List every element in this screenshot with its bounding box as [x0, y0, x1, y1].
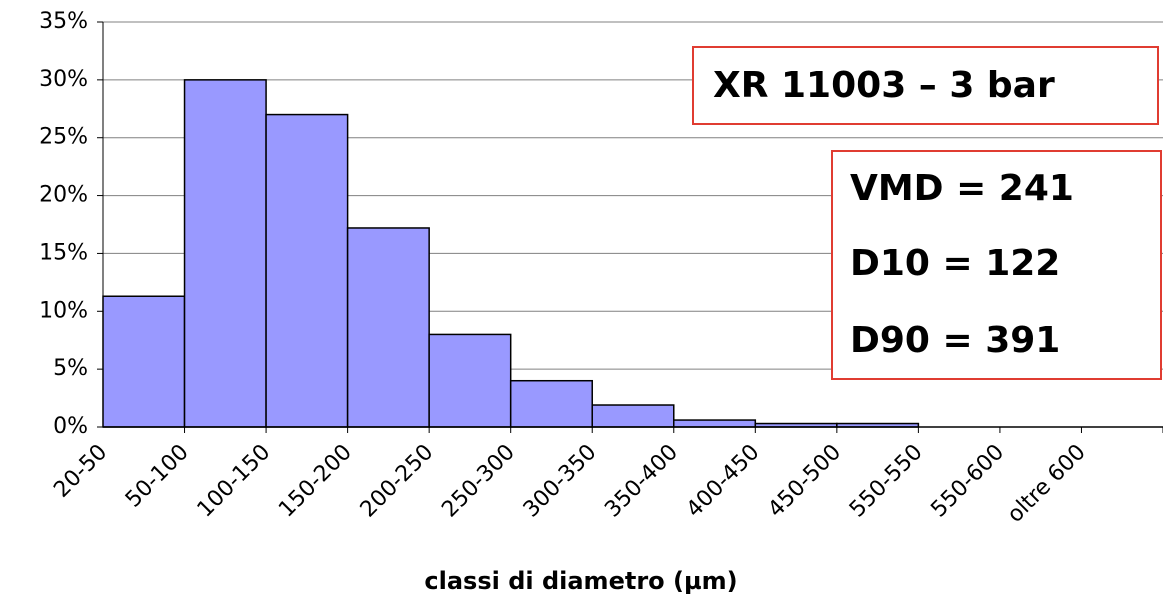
- bar: [673, 419, 757, 428]
- x-tick-label: 300-350: [519, 440, 602, 523]
- x-axis-label: classi di diametro (µm): [424, 567, 737, 595]
- x-tick-label: 550-550: [845, 440, 928, 523]
- y-tick-label: 0%: [53, 414, 88, 439]
- x-tick-label: 450-500: [763, 440, 846, 523]
- annotation: D10 = 122: [850, 243, 1060, 284]
- annotation: VMD = 241: [850, 168, 1074, 209]
- bar: [509, 379, 593, 428]
- x-tick-label: 550-600: [927, 440, 1010, 523]
- x-tick-label: 20-50: [49, 440, 112, 503]
- annotation: D90 = 391: [850, 320, 1060, 361]
- bar: [346, 227, 430, 428]
- bar: [102, 295, 186, 428]
- y-tick-label: 15%: [39, 240, 88, 265]
- annotation: XR 11003 – 3 bar: [713, 65, 1055, 106]
- y-tick-label: 30%: [39, 67, 88, 92]
- x-tick-label: 400-450: [682, 440, 765, 523]
- x-tick-label: 100-150: [193, 440, 276, 523]
- y-tick-label: 20%: [39, 183, 88, 208]
- x-tick-label: oltre 600: [1003, 440, 1091, 528]
- bar: [591, 404, 675, 428]
- x-tick-label: 250-300: [437, 440, 520, 523]
- y-tick-label: 25%: [39, 125, 88, 150]
- y-tick-label: 5%: [53, 356, 88, 381]
- x-tick-label: 50-100: [121, 440, 194, 513]
- x-tick-label: 350-400: [600, 440, 683, 523]
- bar: [265, 113, 349, 428]
- annotation-box: [831, 150, 1162, 380]
- y-tick-label: 10%: [39, 298, 88, 323]
- annotation-box: [692, 46, 1159, 125]
- bar: [183, 79, 267, 428]
- x-tick-label: 150-200: [274, 440, 357, 523]
- y-tick-label: 35%: [39, 9, 88, 34]
- bar: [428, 333, 512, 428]
- x-tick-label: 200-250: [356, 440, 439, 523]
